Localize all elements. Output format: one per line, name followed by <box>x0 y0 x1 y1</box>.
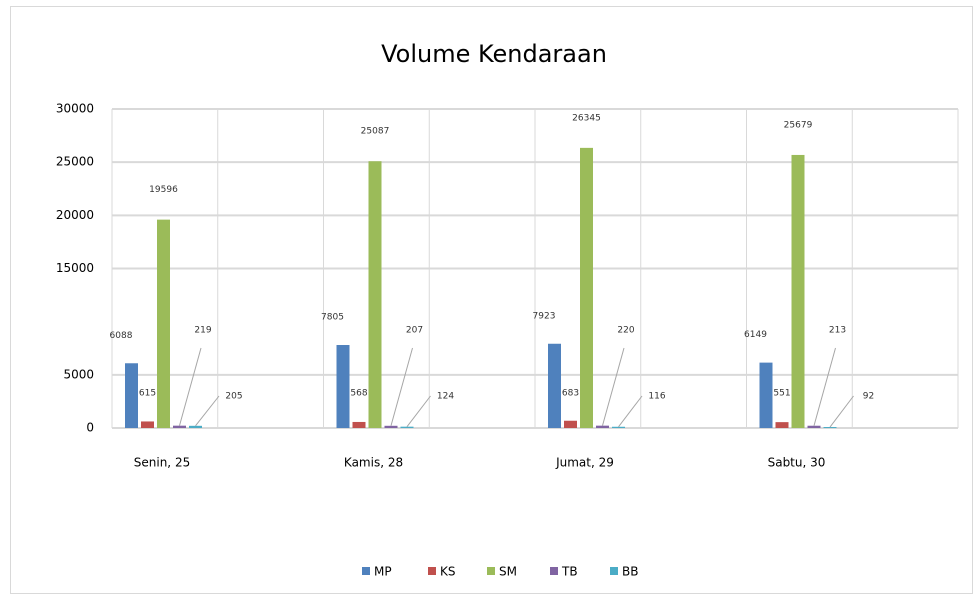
data-label: 116 <box>648 392 665 402</box>
data-label: 683 <box>562 389 579 399</box>
legend-label: MP <box>374 565 392 579</box>
data-label: 92 <box>863 392 874 402</box>
data-label: 568 <box>350 389 367 399</box>
bar <box>336 345 350 428</box>
y-tick-label: 25000 <box>56 155 94 169</box>
data-label: 7805 <box>321 313 344 323</box>
data-label: 6088 <box>110 331 133 341</box>
bar <box>384 425 398 428</box>
bar <box>157 219 170 428</box>
bar <box>173 425 186 428</box>
legend-swatch <box>487 567 495 575</box>
legend-swatch <box>550 567 558 575</box>
y-tick-label: 5000 <box>63 367 94 381</box>
legend-swatch <box>610 567 618 575</box>
bar <box>775 422 789 428</box>
legend-label: SM <box>499 565 517 579</box>
bar <box>141 421 154 428</box>
leader-line <box>829 395 854 428</box>
legend-swatch <box>362 567 370 575</box>
x-tick-label: Jumat, 29 <box>555 456 614 470</box>
bar <box>612 426 625 428</box>
bar <box>125 363 138 428</box>
bar <box>400 426 414 428</box>
bar <box>368 161 382 428</box>
data-label: 551 <box>773 389 790 399</box>
y-tick-label: 0 <box>86 421 94 435</box>
bar <box>548 343 561 428</box>
bar <box>759 362 773 428</box>
leader-line <box>195 395 220 427</box>
bar <box>596 425 609 428</box>
leader-line <box>618 395 643 428</box>
bar <box>807 425 821 428</box>
legend-swatch <box>428 567 436 575</box>
x-tick-label: Sabtu, 30 <box>768 456 826 470</box>
data-label: 7923 <box>533 311 556 321</box>
data-label: 124 <box>437 392 454 402</box>
bar <box>823 427 837 429</box>
data-label: 219 <box>194 326 211 336</box>
leader-line <box>602 347 625 426</box>
x-tick-label: Kamis, 28 <box>344 456 403 470</box>
bar <box>352 421 366 428</box>
bar <box>189 425 202 428</box>
leader-line <box>406 395 431 427</box>
bar <box>791 154 805 428</box>
data-label: 6149 <box>744 330 767 340</box>
legend-label: BB <box>622 565 638 579</box>
x-tick-label: Senin, 25 <box>134 456 190 470</box>
data-label: 25087 <box>361 127 390 137</box>
bar <box>564 420 577 428</box>
y-tick-label: 15000 <box>56 261 94 275</box>
data-label: 213 <box>829 326 846 336</box>
data-label: 615 <box>139 389 156 399</box>
data-label: 19596 <box>149 185 178 195</box>
legend-label: TB <box>561 565 578 579</box>
y-tick-label: 20000 <box>56 208 94 222</box>
data-label: 207 <box>406 326 423 336</box>
leader-line <box>179 347 202 426</box>
data-label: 205 <box>225 392 242 402</box>
leader-line <box>813 347 836 426</box>
data-label: 25679 <box>784 120 813 130</box>
legend-label: KS <box>440 565 456 579</box>
leader-line <box>390 347 413 426</box>
chart-border <box>10 6 973 594</box>
bar <box>580 147 593 428</box>
y-tick-label: 30000 <box>56 102 94 116</box>
chart-title: Volume Kendaraan <box>381 40 607 68</box>
data-label: 26345 <box>572 113 601 123</box>
data-label: 220 <box>617 326 634 336</box>
